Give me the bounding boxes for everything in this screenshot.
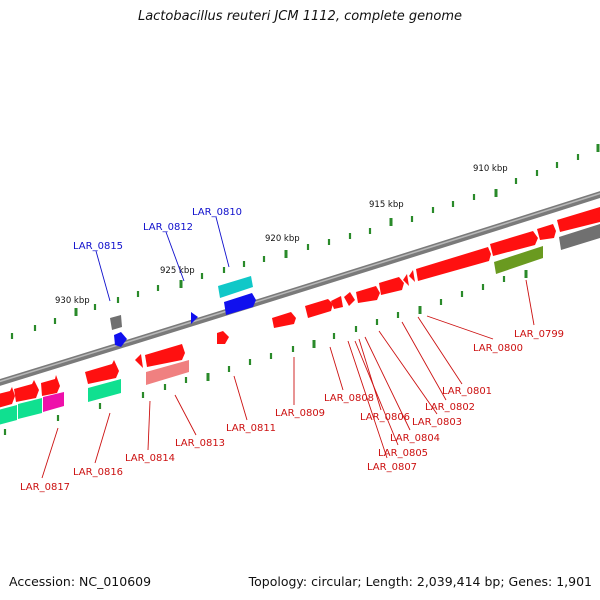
- gene-lar-0806[interactable]: [331, 296, 343, 309]
- gene-lar-0805[interactable]: [356, 286, 380, 303]
- label-lar-0810: LAR_0810: [192, 207, 242, 218]
- gene-lar-0809[interactable]: [272, 312, 296, 328]
- gene-lar-0803[interactable]: [403, 274, 409, 286]
- gene-lar-0816[interactable]: [14, 380, 39, 402]
- label-lar-0817: LAR_0817: [20, 482, 70, 493]
- label-lar-0800: LAR_0800: [473, 343, 523, 354]
- gene-lar-0801[interactable]: [416, 247, 491, 281]
- gene-lar-0813b[interactable]: [145, 344, 185, 367]
- outer-tick-track: [10, 144, 600, 339]
- gene-lar-0812[interactable]: [191, 312, 198, 324]
- genome-backbone: [0, 191, 600, 386]
- gene-lar-0810[interactable]: [218, 276, 253, 298]
- gene-lar-0807[interactable]: [344, 292, 355, 306]
- ruler-label-910: 910 kbp: [473, 164, 508, 174]
- label-lar-0806: LAR_0806: [360, 412, 410, 423]
- map-title: Lactobacillus reuteri JCM 1112, complete…: [137, 9, 463, 24]
- gene-lar-0815b[interactable]: [114, 332, 127, 347]
- label-lar-0799: LAR_0799: [514, 329, 564, 340]
- gene-lar-0814[interactable]: [85, 360, 119, 384]
- gene-lar-0813-rev[interactable]: [146, 360, 189, 385]
- gene-lar-0814-rev[interactable]: [88, 379, 121, 402]
- gene-lar-0813[interactable]: [135, 354, 143, 368]
- gene-lar-0816b[interactable]: [41, 375, 60, 396]
- gene-olive-rev[interactable]: [494, 246, 543, 274]
- label-lar-0807: LAR_0807: [367, 462, 417, 473]
- gene-lar-0800[interactable]: [490, 231, 538, 256]
- gene-lar-0808[interactable]: [305, 299, 333, 318]
- gene-lar-0815[interactable]: [110, 315, 122, 330]
- inner-tick-track: [3, 270, 528, 435]
- label-lar-0804: LAR_0804: [390, 433, 440, 444]
- label-lar-0808: LAR_0808: [324, 393, 374, 404]
- gene-next[interactable]: [557, 207, 600, 232]
- label-lar-0815: LAR_0815: [73, 241, 123, 252]
- label-lar-0805: LAR_0805: [378, 448, 428, 459]
- gene-lar-0804[interactable]: [379, 277, 404, 295]
- ruler-label-915: 915 kbp: [369, 200, 404, 210]
- label-lar-0812: LAR_0812: [143, 222, 193, 233]
- label-lar-0803: LAR_0803: [412, 417, 462, 428]
- gene-lar-0799[interactable]: [537, 224, 556, 240]
- gene-lar-0802[interactable]: [409, 270, 415, 282]
- gene-gray-rev[interactable]: [559, 224, 600, 250]
- label-lar-0802: LAR_0802: [425, 402, 475, 413]
- accession-label: Accession: NC_010609: [9, 574, 152, 589]
- gene-lar-0817-rev[interactable]: [0, 405, 17, 425]
- label-lar-0811: LAR_0811: [226, 423, 276, 434]
- gene-lar-0816-rev[interactable]: [18, 398, 42, 419]
- gene-lar-0815-rev[interactable]: [43, 392, 64, 412]
- gene-lar-0817[interactable]: [0, 387, 15, 408]
- ruler-label-925: 925 kbp: [160, 266, 195, 276]
- gene-lar-0810b[interactable]: [224, 293, 256, 315]
- topology-label: Topology: circular; Length: 2,039,414 bp…: [248, 574, 592, 589]
- gene-lar-0811[interactable]: [217, 331, 229, 344]
- ruler-label-930: 930 kbp: [55, 296, 90, 306]
- label-lar-0801: LAR_0801: [442, 386, 492, 397]
- ruler-label-920: 920 kbp: [265, 234, 300, 244]
- forward-genes: [0, 207, 600, 408]
- label-lar-0816: LAR_0816: [73, 467, 123, 478]
- label-lar-0809: LAR_0809: [275, 408, 325, 419]
- label-lar-0814: LAR_0814: [125, 453, 175, 464]
- leader-lines: [41, 216, 535, 479]
- label-lar-0813: LAR_0813: [175, 438, 225, 449]
